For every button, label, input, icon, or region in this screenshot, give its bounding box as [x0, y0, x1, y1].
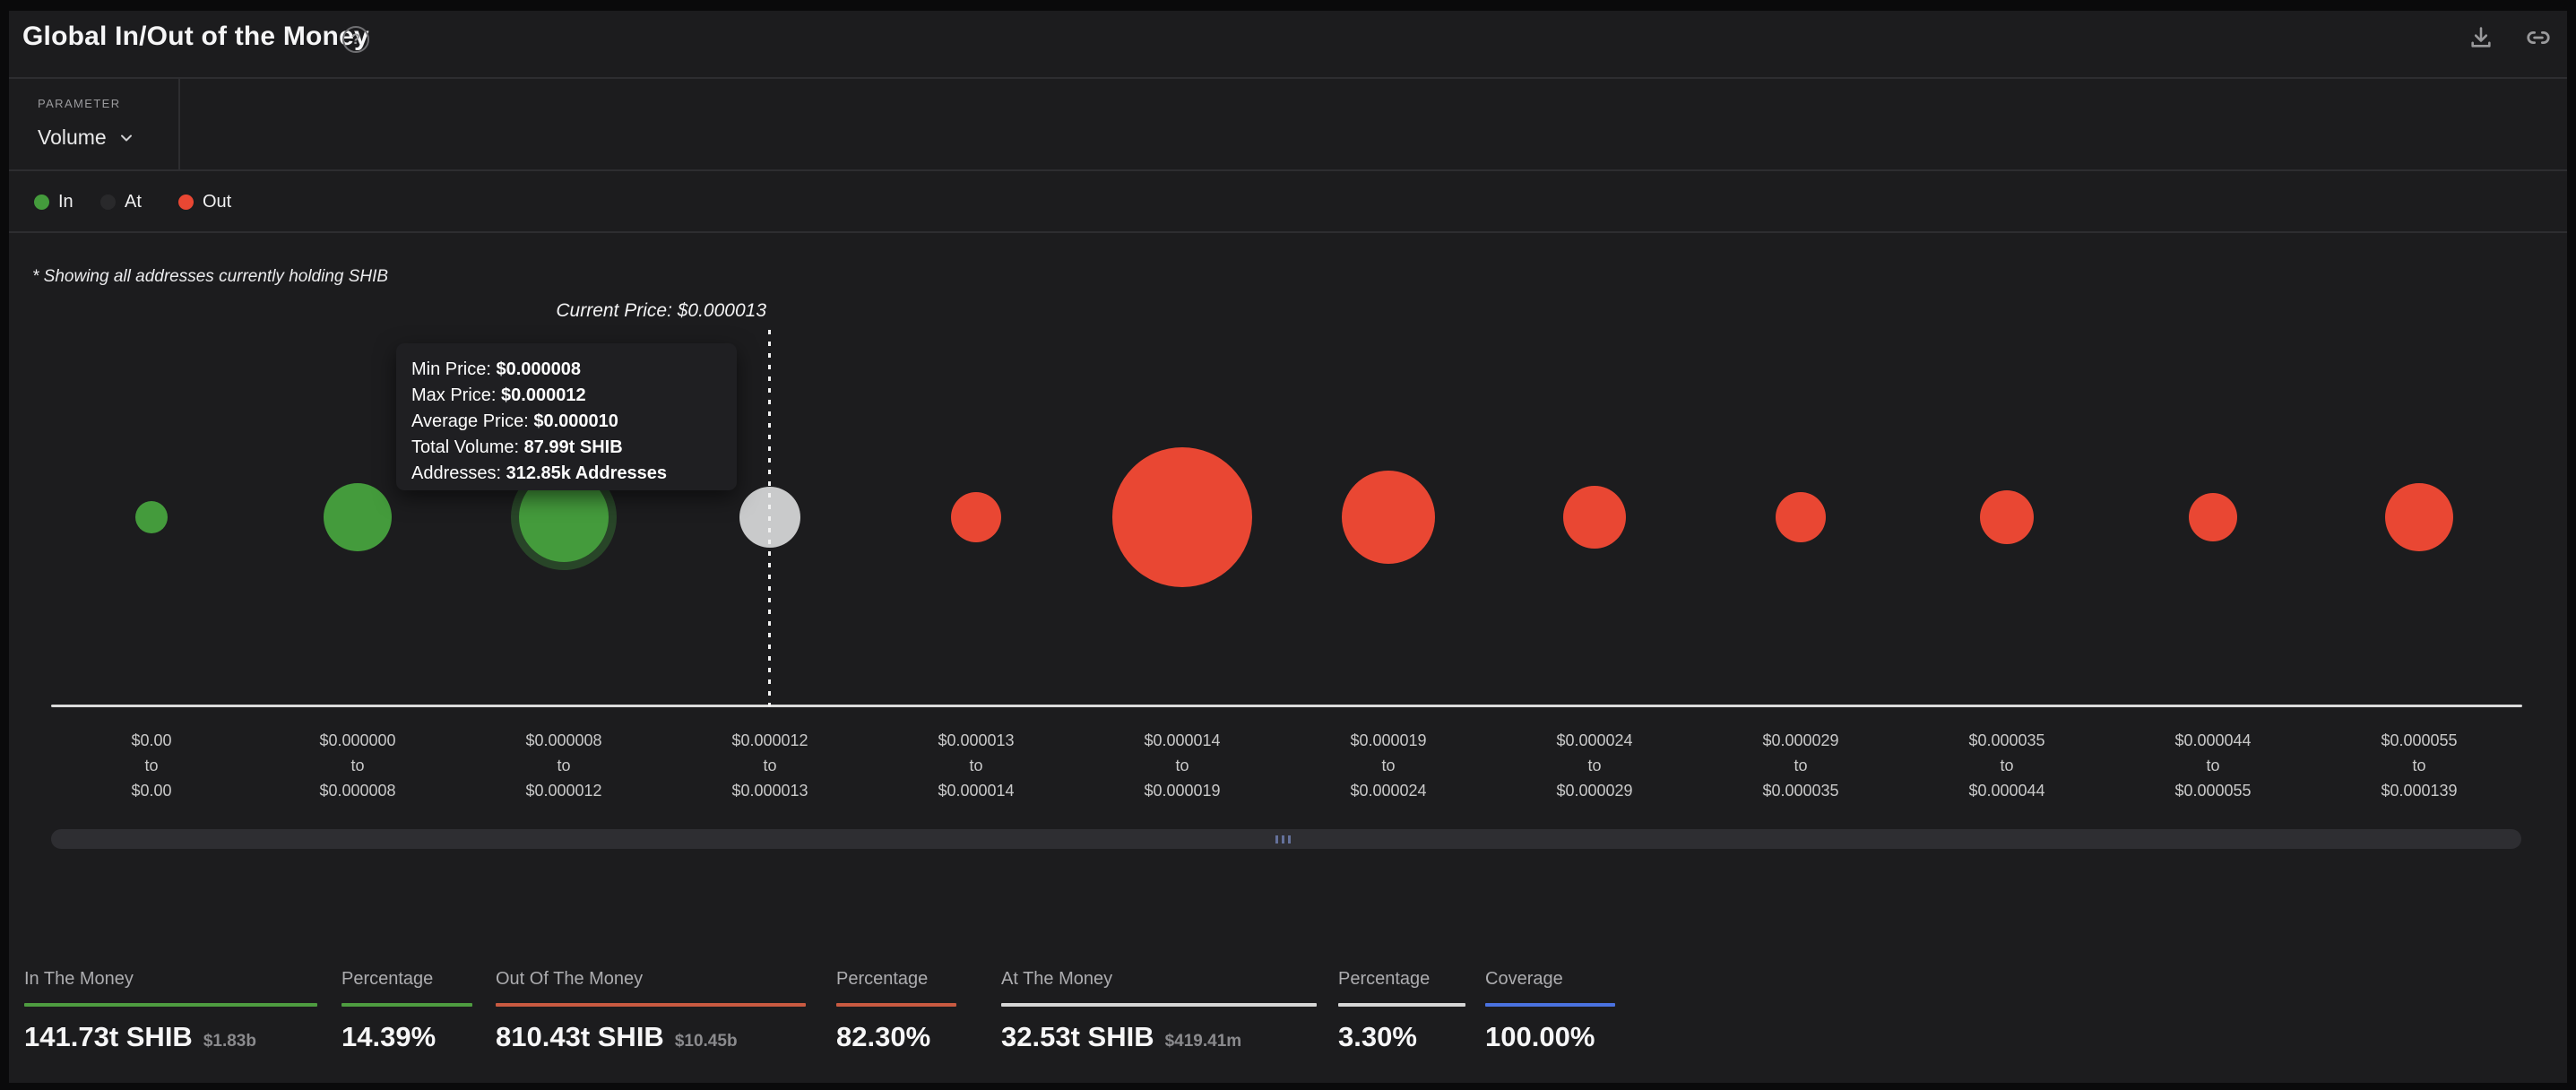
stat-value: 82.30%	[836, 1021, 931, 1052]
download-icon[interactable]	[2466, 22, 2496, 53]
legend-item-label: In	[58, 191, 73, 212]
stat-underline	[1485, 1003, 1615, 1007]
legend-item-out[interactable]: Out	[178, 190, 231, 213]
stat-label: Coverage	[1485, 969, 1563, 989]
legend-dot-icon	[100, 194, 116, 210]
stat-underline	[1338, 1003, 1465, 1007]
bubble-out-range-8[interactable]	[1776, 492, 1826, 542]
x-axis-label-4: $0.000013 to $0.000014	[938, 731, 1015, 800]
page-title: Global In/Out of the Money	[22, 22, 369, 51]
stat-label: Percentage	[341, 969, 434, 989]
legend-bottom-divider	[9, 231, 2567, 233]
help-icon[interactable]: ?	[342, 26, 369, 53]
stat-underline	[24, 1003, 317, 1007]
stat-percentage: Percentage 14.39%	[341, 969, 472, 1053]
stat-out-of-the-money: Out Of The Money 810.43t SHIB $10.45b	[496, 969, 806, 1053]
tooltip-row: Average Price: $0.000010	[411, 411, 618, 431]
x-axis-label-0: $0.00 to $0.00	[131, 731, 172, 800]
bubble-out-range-4[interactable]	[951, 492, 1001, 542]
stat-value: 100.00%	[1485, 1021, 1595, 1052]
stat-sub-value: $1.83b	[203, 1032, 256, 1051]
x-axis-label-1: $0.000000 to $0.000008	[319, 731, 396, 800]
legend-item-at[interactable]: At	[100, 190, 142, 213]
legend-dot-icon	[34, 194, 49, 210]
stat-underline	[341, 1003, 472, 1007]
current-price-label: Current Price: $0.000013	[556, 300, 766, 321]
x-axis-line	[51, 705, 2522, 707]
bubble-out-range-5[interactable]	[1112, 447, 1252, 587]
current-price-line	[768, 330, 771, 706]
x-axis-label-11: $0.000055 to $0.000139	[2381, 731, 2458, 800]
stat-value: 810.43t SHIB	[496, 1021, 664, 1052]
parameter-selected-value: Volume	[38, 125, 107, 149]
stat-percentage: Percentage 3.30%	[1338, 969, 1465, 1053]
stat-sub-value: $10.45b	[674, 1032, 738, 1051]
tooltip-row: Min Price: $0.000008	[411, 359, 582, 379]
x-axis-label-8: $0.000029 to $0.000035	[1762, 731, 1839, 800]
stat-underline	[496, 1003, 806, 1007]
tooltip-row: Total Volume: 87.99t SHIB	[411, 437, 623, 457]
stat-in-the-money: In The Money 141.73t SHIB $1.83b	[24, 969, 317, 1053]
stat-label: Percentage	[1338, 969, 1431, 989]
bubble-out-range-10[interactable]	[2189, 493, 2237, 541]
x-axis-label-5: $0.000014 to $0.000019	[1144, 731, 1221, 800]
panel-background	[9, 11, 2567, 1083]
parameter-label: PARAMETER	[38, 97, 121, 110]
x-axis-label-7: $0.000024 to $0.000029	[1556, 731, 1633, 800]
bubble-in-range-1[interactable]	[324, 483, 392, 551]
stat-underline	[836, 1003, 956, 1007]
stat-label: Out Of The Money	[496, 969, 644, 989]
x-axis-label-6: $0.000019 to $0.000024	[1350, 731, 1427, 800]
bubble-out-range-9[interactable]	[1980, 490, 2034, 544]
parameter-dropdown[interactable]: Volume	[38, 125, 135, 150]
stat-value: 32.53t SHIB	[1001, 1021, 1154, 1052]
header-divider	[9, 77, 2567, 79]
x-axis-label-3: $0.000012 to $0.000013	[731, 731, 808, 800]
chevron-down-icon	[120, 134, 132, 141]
stat-underline	[1001, 1003, 1317, 1007]
stat-at-the-money: At The Money 32.53t SHIB $419.41m	[1001, 969, 1317, 1053]
tooltip-row: Max Price: $0.000012	[411, 385, 586, 405]
bubble-out-range-7[interactable]	[1563, 486, 1626, 549]
stat-label: Percentage	[836, 969, 929, 989]
tooltip-row: Addresses: 312.85k Addresses	[411, 463, 667, 483]
stat-coverage: Coverage 100.00%	[1485, 969, 1615, 1053]
x-axis-label-2: $0.000008 to $0.000012	[525, 731, 602, 800]
chart-scrollbar[interactable]	[51, 829, 2521, 849]
x-axis-label-9: $0.000035 to $0.000044	[1968, 731, 2045, 800]
bubble-out-range-11[interactable]	[2385, 483, 2453, 551]
legend-item-in[interactable]: In	[34, 190, 73, 213]
bubble-out-range-6[interactable]	[1342, 471, 1435, 564]
stat-value: 14.39%	[341, 1021, 437, 1052]
scrollbar-grip-icon[interactable]	[1275, 835, 1291, 843]
bubble-tooltip: Min Price: $0.000008 Max Price: $0.000012…	[396, 343, 737, 490]
parameter-bottom-divider	[9, 169, 2567, 171]
link-icon[interactable]	[2523, 22, 2554, 53]
stat-value: 141.73t SHIB	[24, 1021, 193, 1052]
stat-label: In The Money	[24, 969, 134, 989]
legend-item-label: Out	[203, 191, 232, 212]
stat-sub-value: $419.41m	[1164, 1032, 1242, 1051]
legend-dot-icon	[178, 194, 194, 210]
stat-value: 3.30%	[1338, 1021, 1417, 1052]
chart-annotation: * Showing all addresses currently holdin…	[32, 267, 389, 286]
legend-item-label: At	[125, 191, 142, 212]
parameter-divider	[178, 79, 180, 169]
bubble-in-range-0[interactable]	[135, 501, 168, 533]
stat-label: At The Money	[1001, 969, 1113, 989]
x-axis-label-10: $0.000044 to $0.000055	[2174, 731, 2252, 800]
stat-percentage: Percentage 82.30%	[836, 969, 956, 1053]
